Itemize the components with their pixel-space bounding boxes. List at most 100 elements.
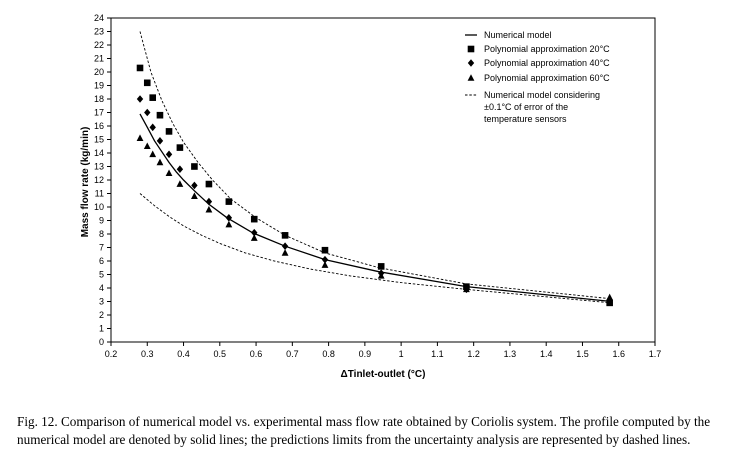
- y-tick-label: 14: [94, 148, 104, 158]
- x-tick-label: 0.3: [141, 349, 154, 359]
- triangle-data-point: [606, 293, 614, 301]
- legend: Numerical model Polynomial approximation …: [465, 30, 610, 124]
- x-tick-label: 1.6: [612, 349, 625, 359]
- legend-label: Polynomial approximation 20°C: [484, 44, 610, 54]
- y-tick-label: 18: [94, 94, 104, 104]
- x-tick-label: 0.5: [214, 349, 227, 359]
- y-tick-label: 19: [94, 81, 104, 91]
- legend-label: Polynomial approximation 60°C: [484, 73, 610, 83]
- triangle-data-point: [463, 285, 470, 293]
- diamond-data-point: [176, 165, 184, 173]
- y-tick-label: 4: [99, 283, 104, 293]
- square-data-point: [205, 180, 213, 188]
- diamond-data-point: [165, 150, 173, 159]
- y-tick-label: 9: [99, 216, 104, 226]
- x-tick-label: 0.4: [177, 349, 190, 359]
- y-tick-label: 8: [99, 229, 104, 239]
- diamond-data-point: [225, 214, 233, 222]
- x-tick-label: 0.2: [105, 349, 118, 359]
- triangle-data-point: [143, 142, 151, 150]
- x-tick-label: 0.9: [359, 349, 372, 359]
- y-tick-label: 10: [94, 202, 104, 212]
- legend-diamond-swatch: [467, 59, 475, 67]
- y-tick-label: 1: [99, 324, 104, 334]
- triangle-data-point: [250, 234, 258, 241]
- square-data-point: [176, 144, 184, 151]
- square-data-point: [191, 163, 198, 170]
- square-data-point: [156, 111, 164, 119]
- triangle-data-point: [176, 180, 184, 187]
- x-tick-label: 1.3: [504, 349, 517, 359]
- x-tick-label: 1.4: [540, 349, 553, 359]
- y-axis-title: Mass flow rate (kg/min): [80, 127, 91, 238]
- diamond-data-point: [191, 181, 198, 190]
- x-axis-title: ΔTinlet-outlet (°C): [341, 369, 426, 380]
- square-data-point: [281, 232, 289, 239]
- x-tick-label: 1.5: [576, 349, 589, 359]
- y-tick-label: 5: [99, 270, 104, 280]
- square-data-point: [136, 64, 144, 72]
- chart: 0.2 0.3 0.4 0.5 0.6 0.7 0.8 0.9 1 1.1 1.2 1.3 1.4 1.5…: [0, 0, 738, 405]
- x-axis: 0.2 0.3 0.4 0.5 0.6 0.7 0.8 0.9 1 1.1 1.2 1.3 1.4 1.5…: [105, 342, 662, 359]
- y-tick-label: 17: [94, 108, 104, 118]
- diamond-data-point: [144, 108, 151, 117]
- y-tick-label: 11: [95, 189, 104, 199]
- triangle-data-point: [225, 220, 233, 228]
- diamond-data-point: [149, 123, 156, 132]
- y-tick-label: 24: [94, 13, 104, 23]
- diamond-data-point: [156, 137, 164, 145]
- triangle-data-point: [149, 150, 157, 158]
- legend-label: temperature sensors: [484, 114, 567, 124]
- legend-square-swatch: [467, 45, 475, 53]
- triangle-data-point: [136, 134, 144, 141]
- y-tick-label: 12: [94, 175, 104, 185]
- y-tick-label: 6: [99, 256, 104, 266]
- y-tick-label: 13: [94, 162, 104, 172]
- legend-label: ±0.1°C of error of the: [484, 102, 568, 112]
- triangle-data-point: [377, 272, 385, 279]
- y-tick-label: 21: [94, 54, 104, 64]
- x-tick-label: 0.6: [250, 349, 263, 359]
- triangle-data-point: [205, 205, 213, 213]
- legend-label: Polynomial approximation 40°C: [484, 58, 610, 68]
- square-data-point: [149, 94, 157, 101]
- triangle-data-point: [321, 261, 329, 268]
- triangle-data-point: [165, 169, 173, 177]
- x-tick-label: 1.7: [649, 349, 662, 359]
- legend-triangle-swatch: [467, 74, 475, 81]
- y-tick-label: 15: [94, 135, 104, 145]
- y-tick-label: 23: [94, 27, 104, 37]
- y-tick-label: 3: [99, 297, 104, 307]
- square-data-point: [143, 79, 151, 87]
- legend-label: Numerical model considering: [484, 90, 600, 100]
- y-tick-label: 16: [94, 121, 104, 131]
- square-data-point: [250, 215, 258, 223]
- triangle-data-point: [156, 158, 164, 166]
- diamond-data-point: [205, 197, 213, 206]
- y-tick-label: 20: [94, 67, 104, 77]
- uncertainty-dashed-line: [139, 31, 612, 300]
- square-data-point: [165, 128, 173, 135]
- series-layer: [136, 31, 614, 307]
- x-tick-label: 0.8: [322, 349, 335, 359]
- x-tick-label: 1.2: [467, 349, 480, 359]
- y-tick-label: 0: [99, 337, 104, 347]
- uncertainty-dashed-line: [139, 193, 612, 304]
- square-data-point: [377, 263, 385, 270]
- triangle-data-point: [191, 192, 198, 199]
- diamond-data-point: [251, 228, 258, 237]
- legend-label: Numerical model: [484, 30, 552, 40]
- x-tick-label: 1: [399, 349, 404, 359]
- square-data-point: [225, 198, 233, 205]
- y-tick-label: 7: [99, 243, 104, 253]
- diamond-data-point: [136, 95, 144, 103]
- square-data-point: [321, 246, 329, 254]
- figure-caption: Fig. 12. Comparison of numerical model v…: [17, 414, 711, 447]
- x-tick-label: 1.1: [431, 349, 444, 359]
- x-tick-label: 0.7: [286, 349, 299, 359]
- numerical-model-line: [139, 113, 612, 303]
- y-tick-label: 22: [94, 40, 104, 50]
- triangle-data-point: [281, 249, 289, 256]
- chart-background: [0, 0, 738, 405]
